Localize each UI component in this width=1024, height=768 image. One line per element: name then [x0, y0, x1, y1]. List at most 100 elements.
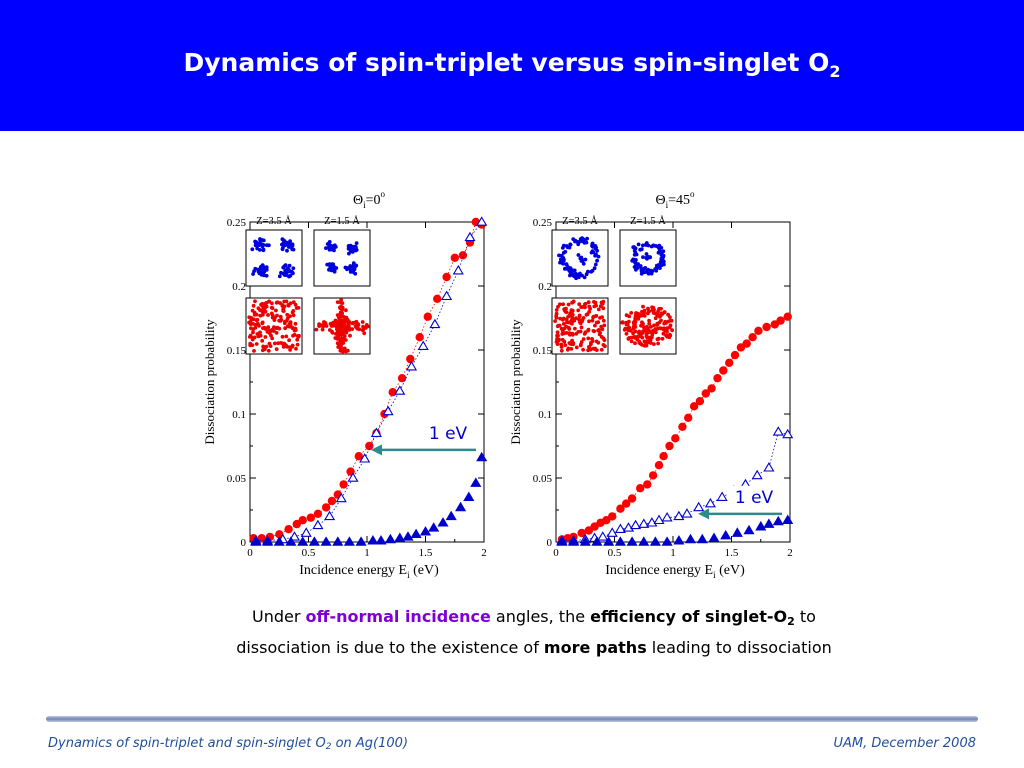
- right-data-point: [638, 536, 650, 546]
- right-data-point: [725, 358, 734, 367]
- right-data-point: [731, 527, 743, 537]
- right-data-point: [648, 471, 658, 480]
- right-data-point: [708, 532, 720, 542]
- left-data-point: [306, 513, 315, 522]
- right-data-point: [782, 428, 794, 439]
- left-data-point: [321, 503, 331, 512]
- right-data-point: [661, 512, 673, 522]
- right-data-point: [754, 326, 763, 335]
- right-data-point: [707, 384, 716, 393]
- right-inset-panel-4: [619, 297, 677, 355]
- left-data-point: [312, 519, 324, 530]
- right-data-point: [782, 514, 794, 525]
- right-data-point: [684, 533, 697, 544]
- left-data-point: [335, 492, 347, 503]
- caption-bold-efficiency: efficiency of singlet-O2: [590, 607, 795, 628]
- right-data-point: [608, 512, 617, 521]
- left-data-point: [458, 251, 468, 260]
- right-data-point: [763, 462, 775, 472]
- right-annotation-1ev: 1 eV: [698, 485, 782, 520]
- right-y-tick-label: 0.05: [533, 473, 553, 485]
- right-data-point: [673, 535, 685, 545]
- right-data-point: [743, 524, 755, 535]
- right-y-tick-label: 0.25: [533, 217, 553, 229]
- left-y-tick-label: 0.05: [227, 473, 247, 485]
- left-x-tick-label: 1.5: [419, 547, 433, 559]
- left-data-point: [343, 536, 355, 546]
- right-data-point: [606, 527, 618, 537]
- left-x-tick-label: 2: [481, 547, 487, 559]
- right-data-point: [654, 461, 664, 470]
- left-data-point: [313, 509, 323, 518]
- left-data-point: [470, 477, 482, 487]
- right-data-point: [763, 518, 775, 528]
- right-data-point: [701, 389, 710, 398]
- right-data-point: [643, 480, 652, 489]
- left-data-point: [405, 360, 418, 371]
- right-data-point: [684, 413, 693, 422]
- left-data-point: [417, 340, 429, 350]
- left-data-point: [463, 491, 475, 501]
- left-data-point: [464, 231, 476, 242]
- left-data-point: [308, 536, 320, 546]
- right-data-point: [772, 515, 784, 526]
- left-data-point: [445, 510, 457, 521]
- left-data-point: [332, 536, 344, 546]
- left-data-point: [320, 536, 332, 546]
- right-data-point: [776, 316, 785, 325]
- caption-highlight: off-normal incidence: [305, 607, 491, 626]
- left-data-point: [273, 536, 285, 546]
- left-data-point: [441, 290, 453, 301]
- right-data-point: [742, 339, 751, 348]
- left-data-point: [347, 472, 359, 482]
- left-data-point: [433, 294, 442, 303]
- right-data-point: [693, 501, 705, 512]
- left-data-point: [419, 526, 432, 536]
- right-data-point: [630, 519, 642, 530]
- left-data-point: [394, 385, 406, 395]
- title-bar: Dynamics of spin-triplet versus spin-sin…: [0, 0, 1024, 131]
- footer-title: Dynamics of spin-triplet and spin-single…: [48, 736, 409, 752]
- right-data-point: [783, 312, 792, 321]
- right-y-tick-label: 0.1: [538, 409, 552, 421]
- left-data-point: [450, 253, 459, 262]
- right-inset-label: Z=3.5 Å: [562, 215, 598, 227]
- left-annotation-backdrop: [422, 421, 474, 444]
- chart-normal-incidence: Θi=0o 0 0.5 1 1.5 2 0 0.05 0.1 0.15 0.2 0.25 Inciden…: [196, 180, 496, 585]
- right-data-point: [748, 333, 757, 342]
- right-data-point: [720, 529, 732, 540]
- left-y-tick-label: 0.25: [227, 217, 247, 229]
- right-annotation-backdrop: [728, 485, 780, 508]
- right-data-point: [577, 528, 586, 538]
- right-data-point: [597, 531, 609, 541]
- left-data-point: [298, 516, 307, 525]
- right-data-point: [568, 536, 580, 546]
- right-data-point: [614, 536, 626, 546]
- chart-normal-incidence-plot: Θi=0o 0 0.5 1 1.5 2 0 0.05 0.1 0.15 0.2 0.25 Inciden…: [202, 189, 488, 580]
- right-x-tick-label: 0: [553, 547, 559, 559]
- left-inset-panel-3: [245, 297, 303, 355]
- right-data-point: [603, 536, 615, 546]
- right-y-tick-label: 0: [547, 537, 553, 549]
- left-series-open-triangle: [250, 216, 488, 545]
- left-data-point: [285, 536, 297, 546]
- left-data-point: [402, 531, 414, 541]
- left-data-point: [354, 452, 363, 461]
- left-data-point: [339, 480, 348, 489]
- right-data-point: [661, 536, 673, 546]
- left-x-axis-label: Incidence energy Ei (eV): [299, 563, 439, 580]
- right-x-tick-label: 2: [787, 547, 793, 559]
- left-y-tick-label: 0.1: [232, 409, 246, 421]
- left-data-point: [370, 427, 382, 437]
- left-data-point: [476, 216, 488, 226]
- left-annotation-arrowhead: [371, 444, 382, 456]
- left-data-point: [384, 533, 396, 544]
- right-series-filled-triangle: [556, 514, 794, 546]
- left-chart-title: Θi=0o: [353, 189, 386, 210]
- left-data-point: [292, 519, 301, 529]
- left-data-point: [455, 501, 467, 512]
- left-data-point: [382, 405, 394, 416]
- right-data-point: [591, 536, 603, 546]
- left-data-point: [288, 531, 301, 541]
- right-inset-panel-1: [551, 229, 609, 287]
